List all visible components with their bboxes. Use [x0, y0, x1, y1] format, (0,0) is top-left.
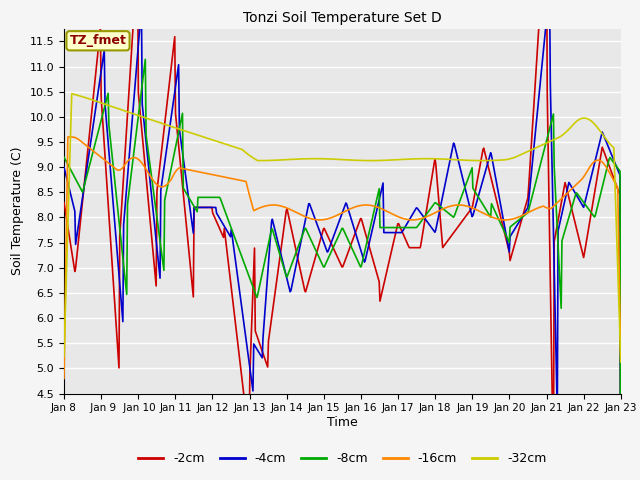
-16cm [128, 155, 136, 161]
Line: -16cm: -16cm [64, 137, 621, 379]
-8cm [411, 225, 419, 230]
-32cm [68, 91, 76, 96]
-32cm [128, 110, 136, 116]
Line: -2cm: -2cm [64, 0, 621, 480]
Text: TZ_fmet: TZ_fmet [70, 34, 127, 47]
-16cm [60, 376, 68, 382]
-32cm [214, 139, 222, 144]
Title: Tonzi Soil Temperature Set D: Tonzi Soil Temperature Set D [243, 11, 442, 25]
-8cm [214, 194, 222, 200]
-2cm [426, 184, 434, 190]
-8cm [185, 194, 193, 200]
-2cm [127, 51, 135, 57]
-8cm [70, 173, 78, 179]
-16cm [64, 134, 72, 140]
-16cm [617, 359, 625, 365]
-8cm [141, 57, 149, 62]
-8cm [60, 154, 68, 160]
Line: -32cm: -32cm [64, 94, 621, 362]
-4cm [426, 223, 434, 229]
-32cm [71, 92, 79, 97]
-4cm [70, 205, 78, 211]
-32cm [185, 129, 193, 135]
X-axis label: Time: Time [327, 416, 358, 429]
-16cm [185, 167, 193, 173]
-32cm [60, 353, 68, 359]
-32cm [411, 156, 419, 162]
-2cm [70, 264, 78, 269]
-16cm [411, 217, 419, 223]
-16cm [428, 212, 435, 217]
-8cm [428, 205, 435, 211]
-2cm [184, 238, 192, 244]
-8cm [127, 170, 135, 176]
-4cm [184, 190, 192, 196]
Y-axis label: Soil Temperature (C): Soil Temperature (C) [11, 147, 24, 276]
-2cm [60, 200, 68, 205]
-4cm [127, 127, 135, 133]
Line: -8cm: -8cm [64, 60, 621, 480]
Line: -4cm: -4cm [64, 0, 621, 480]
-32cm [428, 156, 435, 162]
-2cm [214, 220, 221, 226]
-4cm [410, 209, 418, 215]
Legend: -2cm, -4cm, -8cm, -16cm, -32cm: -2cm, -4cm, -8cm, -16cm, -32cm [133, 447, 552, 470]
-2cm [410, 245, 418, 251]
-4cm [60, 164, 68, 170]
-4cm [214, 212, 221, 217]
-16cm [71, 134, 79, 140]
-32cm [617, 359, 625, 365]
-16cm [214, 173, 222, 179]
